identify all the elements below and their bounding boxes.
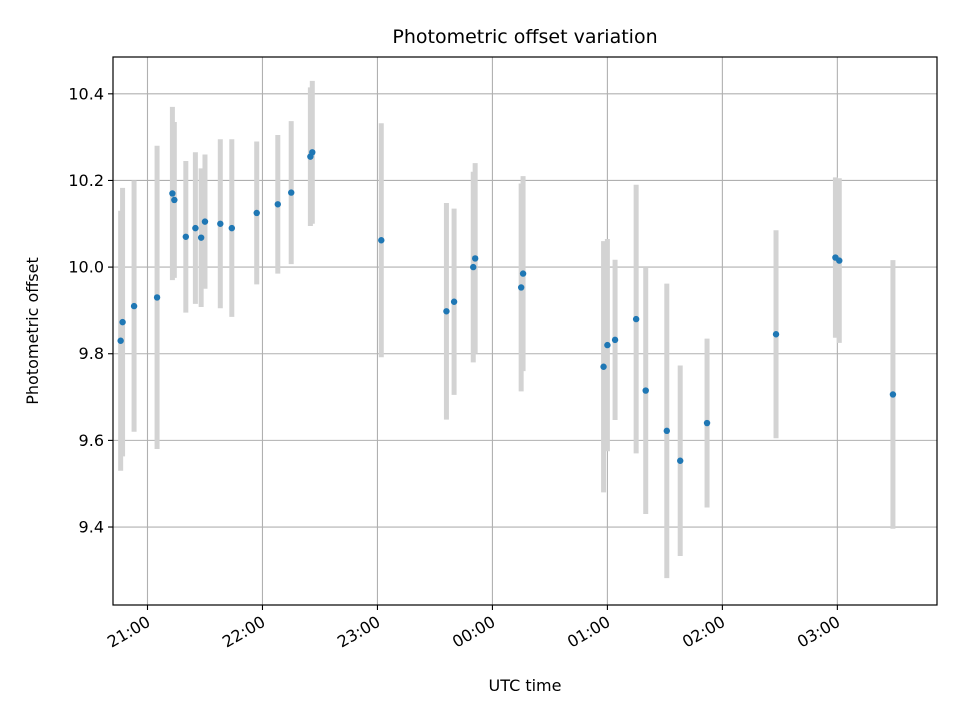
data-point	[471, 255, 479, 262]
data-point	[228, 224, 236, 232]
data-point	[642, 387, 649, 394]
data-point	[836, 257, 843, 264]
data-point	[443, 308, 450, 315]
data-point	[519, 270, 527, 277]
data-point	[889, 391, 897, 398]
y-tick-label: 9.4	[79, 518, 104, 537]
data-point	[604, 341, 611, 349]
y-tick-label: 10.0	[68, 258, 104, 277]
data-point	[772, 331, 780, 338]
data-point	[600, 363, 607, 370]
data-point	[378, 237, 385, 244]
plot-area-frame	[112, 56, 938, 606]
data-point	[197, 234, 205, 241]
data-point	[517, 284, 525, 291]
data-point	[309, 149, 316, 156]
y-axis-ticks: 9.4 9.6 9.8 10.0 10.2 10.4	[68, 84, 113, 537]
data-point	[253, 209, 260, 217]
y-tick-label: 9.8	[79, 344, 104, 363]
data-point	[274, 201, 281, 208]
data-point	[677, 457, 684, 464]
x-axis-label: UTC time	[489, 676, 562, 695]
data-point	[703, 419, 711, 427]
data-point	[470, 263, 477, 271]
data-point	[217, 220, 224, 227]
data-point	[450, 298, 458, 305]
data-point	[632, 315, 640, 323]
data-point	[117, 337, 124, 344]
data-point	[130, 302, 138, 310]
data-point	[611, 336, 619, 344]
data-point	[192, 224, 199, 232]
chart-title: Photometric offset variation	[392, 26, 657, 48]
data-point	[171, 196, 178, 204]
y-axis-label: Photometric offset	[23, 257, 42, 405]
data-point	[153, 294, 161, 301]
data-point	[288, 189, 295, 196]
data-point	[182, 233, 190, 240]
data-point	[663, 427, 671, 435]
data-point	[201, 218, 209, 225]
y-tick-label: 9.6	[79, 431, 104, 450]
markers	[117, 149, 897, 464]
data-point	[119, 318, 126, 326]
y-tick-label: 10.4	[68, 84, 104, 103]
y-tick-label: 10.2	[68, 171, 104, 190]
data-point	[169, 190, 176, 197]
